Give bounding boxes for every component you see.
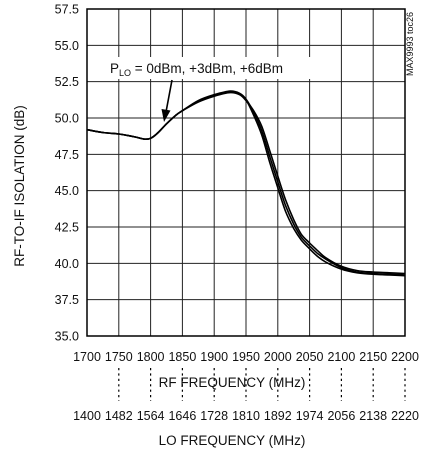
annotation-subscript: LO bbox=[119, 68, 131, 78]
y-tick-label: 57.5 bbox=[55, 3, 79, 17]
x2-tick-label: 2138 bbox=[359, 409, 387, 423]
y-tick-labels: 35.0 37.5 40.0 42.5 45.0 47.5 50.0 52.5 55.0 57.5 bbox=[55, 3, 79, 344]
y-axis-label: RF-TO-IF ISOLATION (dB) bbox=[12, 105, 27, 267]
y-tick-label: 47.5 bbox=[55, 148, 79, 162]
x2-tick-label: 1974 bbox=[296, 409, 324, 423]
annotation-prefix: P bbox=[110, 61, 119, 76]
series-line-3 bbox=[86, 90, 406, 277]
x2-tick-label: 2220 bbox=[391, 409, 419, 423]
series-curves bbox=[86, 90, 406, 277]
x-axis-label: RF FREQUENCY (MHz) bbox=[159, 375, 306, 390]
annotation-arrowhead bbox=[161, 109, 171, 122]
y-tick-label: 37.5 bbox=[55, 293, 79, 307]
x-tick-labels: 1700 1750 1800 1850 1900 1950 2000 2050 2100 2150… bbox=[73, 350, 419, 364]
y-tick-label: 45.0 bbox=[55, 184, 79, 198]
x2-tick-label: 1400 bbox=[73, 409, 101, 423]
x-tick-label: 2100 bbox=[327, 350, 355, 364]
annotation-background bbox=[106, 57, 334, 79]
x-tick-label: 1750 bbox=[105, 350, 133, 364]
y-tick-label: 40.0 bbox=[55, 257, 79, 271]
annotation-text: = 0dBm, +3dBm, +6dBm bbox=[131, 61, 283, 76]
x2-tick-labels: 1482 1564 1646 1728 1810 1892 1974 2056 2138 2220… bbox=[73, 409, 419, 423]
x2-tick-label: 2056 bbox=[327, 409, 355, 423]
x2-tick-label: 1892 bbox=[264, 409, 292, 423]
x2-tick-label: 1728 bbox=[200, 409, 228, 423]
annotation-arrow-shaft bbox=[165, 79, 173, 113]
axis-connector-lines bbox=[118, 368, 406, 401]
y-tick-label: 52.5 bbox=[55, 75, 79, 89]
x-tick-label: 1850 bbox=[168, 350, 196, 364]
x-tick-label: 1950 bbox=[232, 350, 260, 364]
annotation: PLO = 0dBm, +3dBm, +6dBm bbox=[110, 61, 283, 78]
y-tick-label: 35.0 bbox=[55, 330, 79, 344]
x2-axis-label: LO FREQUENCY (MHz) bbox=[159, 433, 306, 448]
x-tick-label: 1800 bbox=[137, 350, 165, 364]
x2-tick-label: 1646 bbox=[168, 409, 196, 423]
x-tick-label: 2200 bbox=[391, 350, 419, 364]
x-tick-label: 1700 bbox=[73, 350, 101, 364]
y-tick-label: 50.0 bbox=[55, 112, 79, 126]
x-tick-label: 1900 bbox=[200, 350, 228, 364]
x-tick-label: 2150 bbox=[359, 350, 387, 364]
figure-code: MAX9993 toc26 bbox=[405, 12, 415, 76]
x-tick-label: 2000 bbox=[264, 350, 292, 364]
x2-tick-label: 1564 bbox=[137, 409, 165, 423]
x-tick-label: 2050 bbox=[296, 350, 324, 364]
x2-tick-label: 1482 bbox=[105, 409, 133, 423]
y-tick-label: 42.5 bbox=[55, 221, 79, 235]
y-tick-label: 55.0 bbox=[55, 39, 79, 53]
plot-frame bbox=[86, 8, 406, 337]
x2-tick-label: 1810 bbox=[232, 409, 260, 423]
